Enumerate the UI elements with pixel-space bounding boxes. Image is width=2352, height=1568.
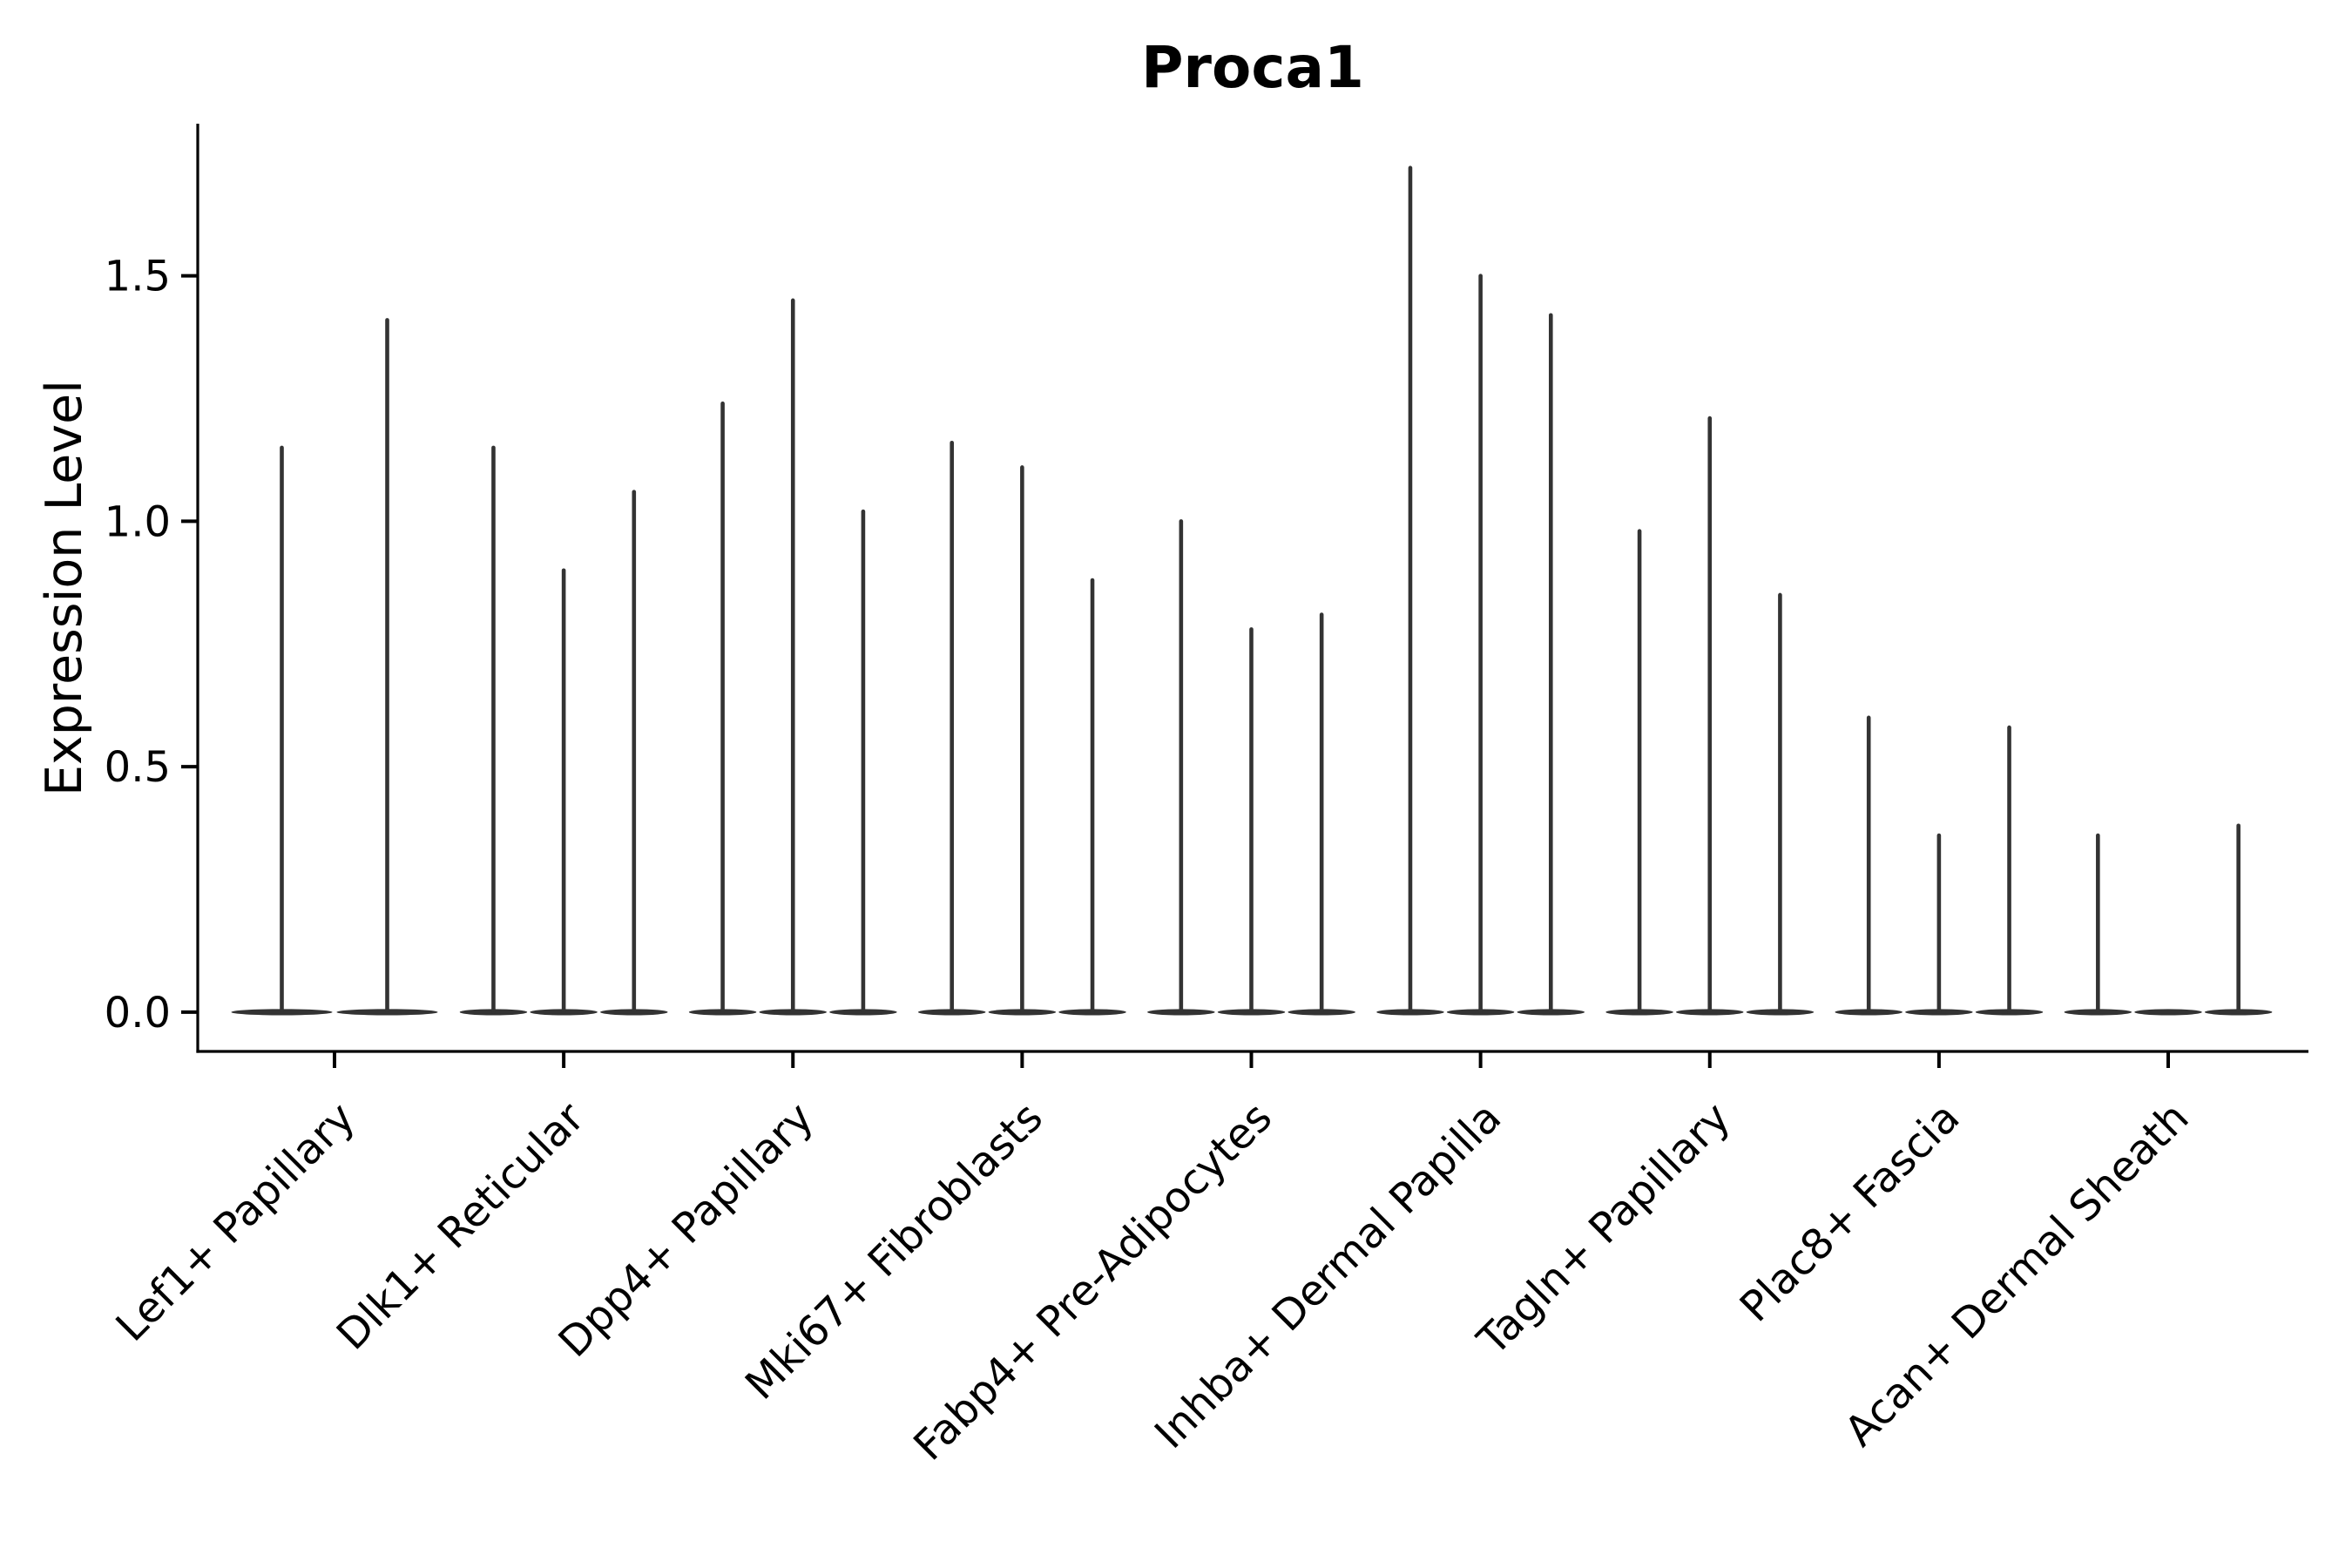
y-axis-title: Expression Level [36, 380, 93, 796]
violin [1217, 627, 1286, 1016]
violin [1975, 725, 2044, 1016]
x-category-label: Lef1+ Papillary [107, 1093, 365, 1351]
violin [759, 298, 827, 1016]
violin [1288, 612, 1355, 1016]
violin [1835, 715, 1903, 1016]
violin [1376, 166, 1444, 1016]
violin [459, 445, 528, 1016]
y-tick-label: 0.5 [105, 743, 171, 792]
violin [231, 445, 333, 1016]
violin-layer [231, 166, 2273, 1016]
violin-baseline-mass [2134, 1009, 2202, 1016]
violin [530, 568, 598, 1016]
violin [1147, 519, 1215, 1016]
violin [2134, 1009, 2202, 1016]
violin [2204, 823, 2273, 1016]
violin [1746, 592, 1815, 1016]
x-category-label: Dpp4+ Papillary [550, 1093, 823, 1367]
violin [600, 490, 668, 1016]
violin [988, 465, 1057, 1016]
violin [917, 440, 986, 1016]
violin [1676, 416, 1744, 1016]
violin [688, 401, 757, 1016]
x-category-label: Plac8+ Fascia [1731, 1093, 1970, 1332]
violin [1446, 274, 1515, 1016]
page-title: Proca1 [1141, 34, 1364, 101]
y-tick-label: 1.0 [105, 497, 171, 546]
violin [1517, 313, 1585, 1016]
y-tick-label: 1.5 [105, 253, 171, 301]
y-tick-label: 0.0 [105, 989, 171, 1037]
violin [1605, 529, 1673, 1016]
violin [1905, 833, 1973, 1016]
x-category-label: Tagln+ Papillary [1468, 1093, 1740, 1365]
violin [2064, 833, 2132, 1016]
x-category-label: Dlk1+ Reticular [328, 1093, 594, 1360]
violin [336, 318, 438, 1016]
violin [829, 509, 897, 1016]
violin [1058, 578, 1126, 1016]
